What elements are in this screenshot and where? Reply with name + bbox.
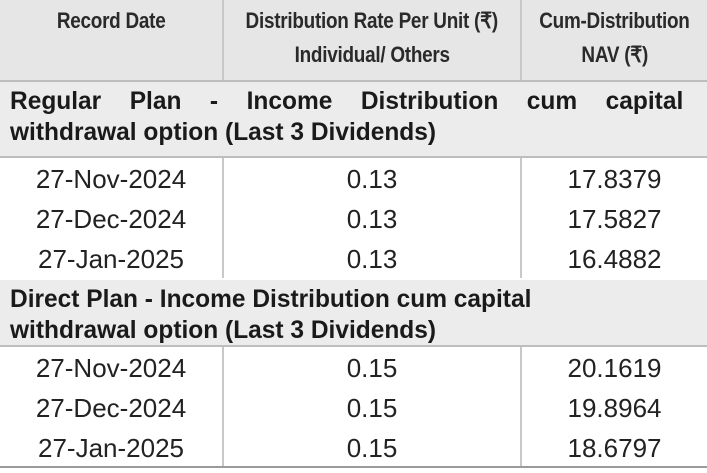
record-date-cell: 27-Jan-2025 (38, 244, 184, 274)
distribution-rate-cell: 0.13 (222, 198, 520, 238)
header-distribution-rate-line1: Distribution Rate Per Unit (₹) (245, 8, 499, 33)
nav-cell: 19.8964 (520, 387, 707, 427)
header-nav-line1: Cum-Distribution (539, 8, 690, 33)
title-word: Distribution (360, 87, 499, 115)
nav-cell: 20.1619 (520, 347, 707, 387)
table-header: Record Date Distribution Rate Per Unit (… (0, 0, 707, 82)
header-record-date-label: Record Date (56, 8, 166, 33)
table-bottom-border (0, 466, 707, 468)
header-nav-line2: NAV (₹) (581, 42, 648, 67)
table-row: 27-Dec-2024 0.15 19.8964 (0, 387, 707, 427)
distribution-rate-cell: 0.13 (222, 158, 520, 198)
section-regular-plan-title-line1: Regular Plan - Income Distribution cum capital (10, 86, 683, 117)
record-date-cell: 27-Nov-2024 (35, 164, 187, 194)
record-date-cell: 27-Dec-2024 (35, 204, 187, 234)
distribution-rate-cell: 0.15 (222, 387, 520, 427)
nav-cell: 18.6797 (520, 427, 707, 467)
title-word: Plan (129, 87, 182, 115)
distribution-rate-cell: 0.15 (222, 427, 520, 467)
nav-cell: 16.4882 (520, 238, 707, 278)
header-record-date: Record Date (0, 0, 222, 80)
section-regular-plan-title-line2: withdrawal option (Last 3 Dividends) (10, 118, 437, 146)
title-word: Income (246, 87, 333, 115)
record-date-cell: 27-Jan-2025 (38, 433, 184, 463)
record-date-cell: 27-Dec-2024 (35, 393, 187, 423)
table-row: 27-Jan-2025 0.15 18.6797 (0, 427, 707, 467)
table-row: 27-Jan-2025 0.13 16.4882 (0, 238, 707, 278)
table-row: 27-Nov-2024 0.13 17.8379 (0, 158, 707, 198)
distribution-rate-cell: 0.13 (222, 238, 520, 278)
section-direct-plan-title: Direct Plan - Income Distribution cum ca… (0, 280, 707, 347)
section-direct-plan-title-line2: withdrawal option (Last 3 Dividends) (10, 316, 437, 344)
header-distribution-rate: Distribution Rate Per Unit (₹) Individua… (222, 0, 520, 80)
nav-cell: 17.8379 (520, 158, 707, 198)
section-regular-plan-rows: 27-Nov-2024 0.13 17.8379 27-Dec-2024 0.1… (0, 158, 707, 278)
title-word: cum (526, 87, 578, 115)
distribution-rate-cell: 0.15 (222, 347, 520, 387)
section-direct-plan-rows: 27-Nov-2024 0.15 20.1619 27-Dec-2024 0.1… (0, 347, 707, 467)
title-word: Regular (10, 87, 102, 115)
title-word: capital (605, 87, 684, 115)
table-row: 27-Nov-2024 0.15 20.1619 (0, 347, 707, 387)
title-word: - (209, 87, 219, 115)
table-row: 27-Dec-2024 0.13 17.5827 (0, 198, 707, 238)
nav-cell: 17.5827 (520, 198, 707, 238)
header-cum-distribution-nav: Cum-Distribution NAV (₹) (520, 0, 707, 80)
header-distribution-rate-line2: Individual/ Others (294, 42, 450, 67)
record-date-cell: 27-Nov-2024 (35, 353, 187, 383)
section-direct-plan-title-line1: Direct Plan - Income Distribution cum ca… (10, 285, 532, 313)
section-regular-plan-title: Regular Plan - Income Distribution cum capital… (0, 82, 707, 158)
